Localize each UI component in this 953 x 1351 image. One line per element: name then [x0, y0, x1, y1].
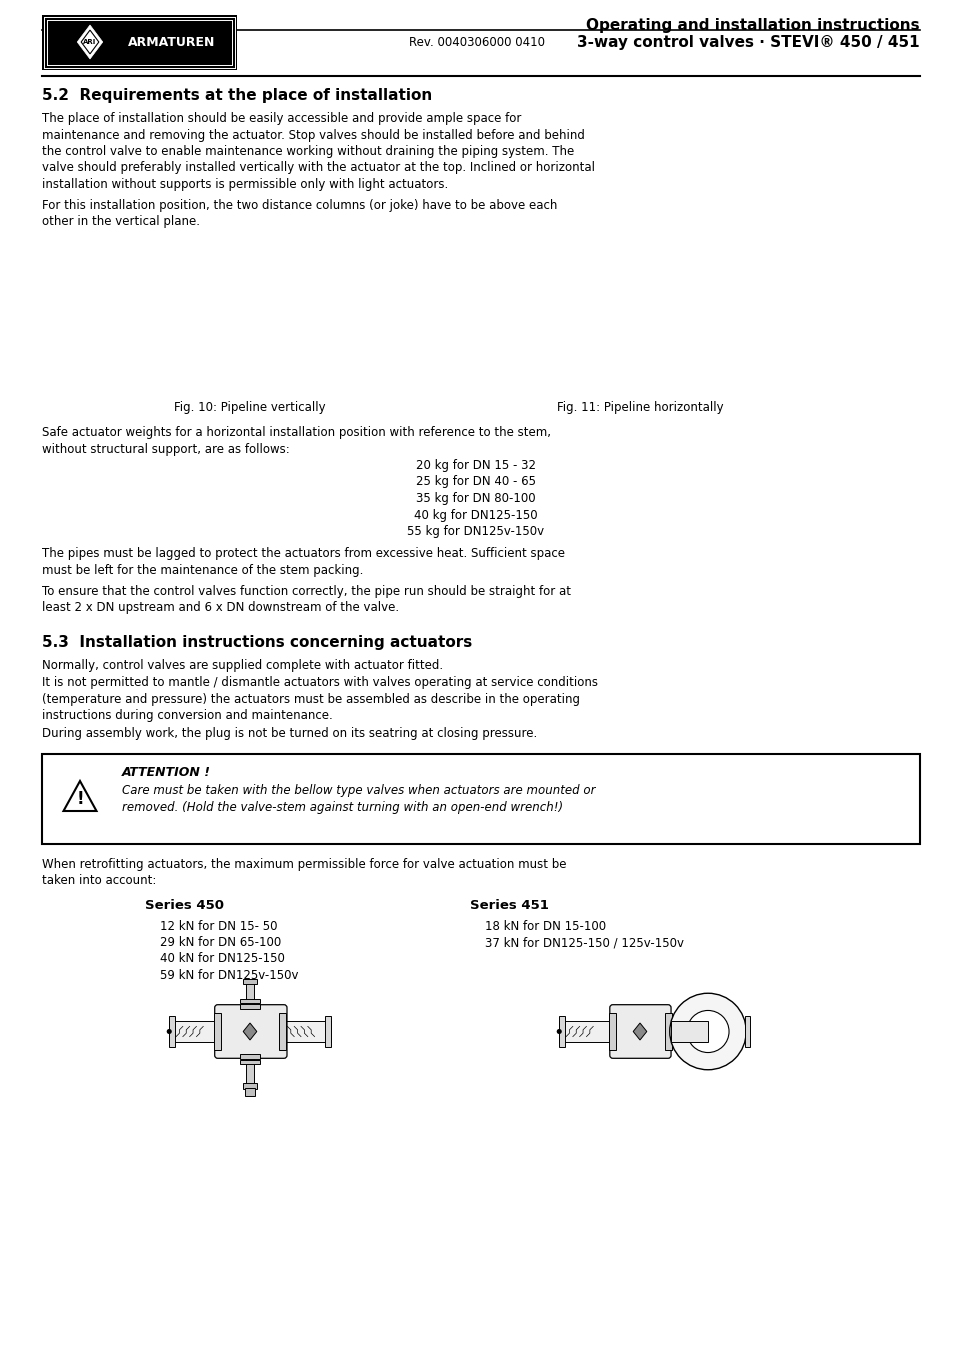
Polygon shape — [243, 1023, 256, 1040]
Text: 25 kg for DN 40 - 65: 25 kg for DN 40 - 65 — [416, 476, 536, 489]
Bar — [42, 754, 919, 844]
Polygon shape — [633, 1023, 646, 1040]
Bar — [246, 982, 254, 1008]
Circle shape — [686, 1011, 728, 1052]
Text: Normally, control valves are supplied complete with actuator fitted.: Normally, control valves are supplied co… — [42, 659, 442, 673]
Bar — [609, 1013, 616, 1050]
Text: (temperature and pressure) the actuators must be assembled as describe in the op: (temperature and pressure) the actuators… — [42, 693, 579, 705]
Bar — [239, 1054, 260, 1059]
Bar — [324, 1016, 331, 1047]
Text: The pipes must be lagged to protect the actuators from excessive heat. Sufficien: The pipes must be lagged to protect the … — [42, 547, 564, 561]
Text: Fig. 11: Pipeline horizontally: Fig. 11: Pipeline horizontally — [557, 401, 722, 415]
Bar — [278, 1013, 285, 1050]
Text: the control valve to enable maintenance working without draining the piping syst: the control valve to enable maintenance … — [42, 145, 574, 158]
Bar — [169, 1021, 215, 1042]
Text: 40 kg for DN125-150: 40 kg for DN125-150 — [414, 508, 537, 521]
Text: 5.3  Installation instructions concerning actuators: 5.3 Installation instructions concerning… — [42, 635, 472, 650]
Text: Operating and installation instructions: Operating and installation instructions — [586, 18, 919, 32]
Bar — [239, 1004, 260, 1009]
Text: ARMATUREN: ARMATUREN — [128, 35, 215, 49]
Text: taken into account:: taken into account: — [42, 874, 156, 888]
Text: !: ! — [76, 790, 84, 808]
Bar — [42, 15, 236, 70]
Bar — [284, 1021, 331, 1042]
Text: Care must be taken with the bellow type valves when actuators are mounted or: Care must be taken with the bellow type … — [122, 784, 595, 797]
Bar — [743, 1016, 750, 1047]
Text: valve should preferably installed vertically with the actuator at the top. Incli: valve should preferably installed vertic… — [42, 162, 595, 174]
Bar — [169, 1016, 175, 1047]
Bar — [239, 1000, 260, 1004]
Text: 3-way control valves · STEVI® 450 / 451: 3-way control valves · STEVI® 450 / 451 — [577, 35, 919, 50]
Text: 5.2  Requirements at the place of installation: 5.2 Requirements at the place of install… — [42, 88, 432, 103]
Text: Fig. 10: Pipeline vertically: Fig. 10: Pipeline vertically — [174, 401, 326, 415]
Text: other in the vertical plane.: other in the vertical plane. — [42, 215, 200, 228]
Bar — [239, 1059, 260, 1063]
Text: 12 kN for DN 15- 50: 12 kN for DN 15- 50 — [160, 920, 277, 932]
Text: maintenance and removing the actuator. Stop valves should be installed before an: maintenance and removing the actuator. S… — [42, 128, 584, 142]
Bar — [214, 1013, 221, 1050]
Text: must be left for the maintenance of the stem packing.: must be left for the maintenance of the … — [42, 563, 363, 577]
Text: Safe actuator weights for a horizontal installation position with reference to t: Safe actuator weights for a horizontal i… — [42, 426, 551, 439]
Polygon shape — [77, 26, 103, 59]
Bar — [665, 1013, 672, 1050]
Text: 35 kg for DN 80-100: 35 kg for DN 80-100 — [416, 492, 536, 505]
Circle shape — [669, 993, 745, 1070]
Text: For this installation position, the two distance columns (or joke) have to be ab: For this installation position, the two … — [42, 199, 557, 212]
Text: To ensure that the control valves function correctly, the pipe run should be str: To ensure that the control valves functi… — [42, 585, 571, 597]
Text: without structural support, are as follows:: without structural support, are as follo… — [42, 443, 290, 455]
Bar — [246, 1055, 254, 1089]
Text: The place of installation should be easily accessible and provide ample space fo: The place of installation should be easi… — [42, 112, 521, 126]
Text: It is not permitted to mantle / dismantle actuators with valves operating at ser: It is not permitted to mantle / dismantl… — [42, 676, 598, 689]
FancyBboxPatch shape — [609, 1005, 670, 1058]
Text: 20 kg for DN 15 - 32: 20 kg for DN 15 - 32 — [416, 459, 536, 471]
Text: 55 kg for DN125v-150v: 55 kg for DN125v-150v — [407, 526, 544, 538]
Bar — [243, 979, 256, 984]
Text: removed. (Hold the valve-stem against turning with an open-end wrench!): removed. (Hold the valve-stem against tu… — [122, 801, 562, 813]
Text: Rev. 0040306000 0410: Rev. 0040306000 0410 — [409, 36, 544, 49]
Text: ARI: ARI — [83, 39, 96, 45]
Text: 40 kN for DN125-150: 40 kN for DN125-150 — [160, 952, 285, 966]
Text: 59 kN for DN125v-150v: 59 kN for DN125v-150v — [160, 969, 298, 982]
Text: ATTENTION !: ATTENTION ! — [122, 766, 211, 780]
Text: 18 kN for DN 15-100: 18 kN for DN 15-100 — [484, 920, 605, 932]
Text: 29 kN for DN 65-100: 29 kN for DN 65-100 — [160, 936, 281, 948]
Circle shape — [167, 1029, 172, 1034]
Circle shape — [557, 1029, 561, 1034]
FancyBboxPatch shape — [214, 1005, 287, 1058]
Text: least 2 x DN upstream and 6 x DN downstream of the valve.: least 2 x DN upstream and 6 x DN downstr… — [42, 601, 398, 613]
Text: During assembly work, the plug is not be turned on its seatring at closing press: During assembly work, the plug is not be… — [42, 727, 537, 740]
Bar — [558, 1021, 610, 1042]
Text: Series 450: Series 450 — [145, 898, 224, 912]
Bar — [670, 1021, 707, 1042]
Text: 37 kN for DN125-150 / 125v-150v: 37 kN for DN125-150 / 125v-150v — [484, 936, 683, 948]
Text: Page 8: Page 8 — [42, 36, 82, 49]
Bar — [558, 1016, 564, 1047]
Text: When retrofitting actuators, the maximum permissible force for valve actuation m: When retrofitting actuators, the maximum… — [42, 858, 566, 871]
Bar — [243, 1082, 256, 1089]
Text: Series 451: Series 451 — [470, 898, 548, 912]
Polygon shape — [64, 781, 96, 811]
Text: installation without supports is permissible only with light actuators.: installation without supports is permiss… — [42, 178, 448, 190]
Text: instructions during conversion and maintenance.: instructions during conversion and maint… — [42, 709, 333, 721]
Bar — [245, 1088, 254, 1096]
